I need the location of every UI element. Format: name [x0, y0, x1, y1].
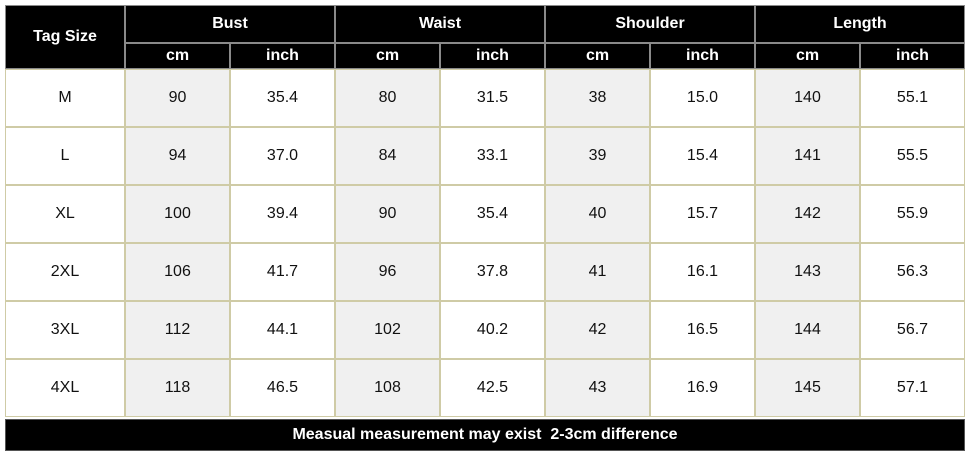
- tag-size-header: Tag Size: [5, 5, 125, 69]
- measurement: 55.9: [860, 185, 965, 243]
- unit-header: inch: [230, 43, 335, 69]
- measurement: 142: [755, 185, 860, 243]
- measurement: 44.1: [230, 301, 335, 359]
- measurement: 38: [545, 69, 650, 127]
- measurement: 102: [335, 301, 440, 359]
- measurement: 15.4: [650, 127, 755, 185]
- measurement: 37.8: [440, 243, 545, 301]
- unit-header: inch: [860, 43, 965, 69]
- unit-header: cm: [335, 43, 440, 69]
- measurement: 16.5: [650, 301, 755, 359]
- size-label: 3XL: [5, 301, 125, 359]
- measurement: 15.7: [650, 185, 755, 243]
- measurement: 94: [125, 127, 230, 185]
- size-label: 2XL: [5, 243, 125, 301]
- measurement: 108: [335, 359, 440, 417]
- size-label: M: [5, 69, 125, 127]
- measurement: 39.4: [230, 185, 335, 243]
- measurement: 35.4: [230, 69, 335, 127]
- measurement: 145: [755, 359, 860, 417]
- group-header: Waist: [335, 5, 545, 43]
- measurement: 16.1: [650, 243, 755, 301]
- measurement: 42.5: [440, 359, 545, 417]
- measurement: 40.2: [440, 301, 545, 359]
- measurement: 46.5: [230, 359, 335, 417]
- measurement: 141: [755, 127, 860, 185]
- measurement: 16.9: [650, 359, 755, 417]
- measurement: 43: [545, 359, 650, 417]
- measurement: 35.4: [440, 185, 545, 243]
- measurement: 15.0: [650, 69, 755, 127]
- measurement: 40: [545, 185, 650, 243]
- measurement: 55.1: [860, 69, 965, 127]
- measurement: 31.5: [440, 69, 545, 127]
- measurement: 37.0: [230, 127, 335, 185]
- measurement: 33.1: [440, 127, 545, 185]
- group-header: Bust: [125, 5, 335, 43]
- size-label: L: [5, 127, 125, 185]
- group-header: Shoulder: [545, 5, 755, 43]
- measurement: 56.3: [860, 243, 965, 301]
- measurement: 55.5: [860, 127, 965, 185]
- measurement: 84: [335, 127, 440, 185]
- measurement: 41: [545, 243, 650, 301]
- measurement: 118: [125, 359, 230, 417]
- measurement: 56.7: [860, 301, 965, 359]
- measurement: 90: [335, 185, 440, 243]
- group-header: Length: [755, 5, 965, 43]
- size-label: XL: [5, 185, 125, 243]
- measurement: 80: [335, 69, 440, 127]
- measurement: 96: [335, 243, 440, 301]
- footer-note: Measual measurement may exist 2-3cm diff…: [5, 419, 965, 451]
- measurement: 100: [125, 185, 230, 243]
- measurement: 112: [125, 301, 230, 359]
- measurement: 140: [755, 69, 860, 127]
- measurement: 39: [545, 127, 650, 185]
- measurement: 41.7: [230, 243, 335, 301]
- measurement: 106: [125, 243, 230, 301]
- measurement: 143: [755, 243, 860, 301]
- measurement: 144: [755, 301, 860, 359]
- unit-header: cm: [755, 43, 860, 69]
- unit-header: inch: [440, 43, 545, 69]
- measurement: 57.1: [860, 359, 965, 417]
- measurement: 42: [545, 301, 650, 359]
- unit-header: cm: [545, 43, 650, 69]
- unit-header: inch: [650, 43, 755, 69]
- unit-header: cm: [125, 43, 230, 69]
- measurement: 90: [125, 69, 230, 127]
- size-label: 4XL: [5, 359, 125, 417]
